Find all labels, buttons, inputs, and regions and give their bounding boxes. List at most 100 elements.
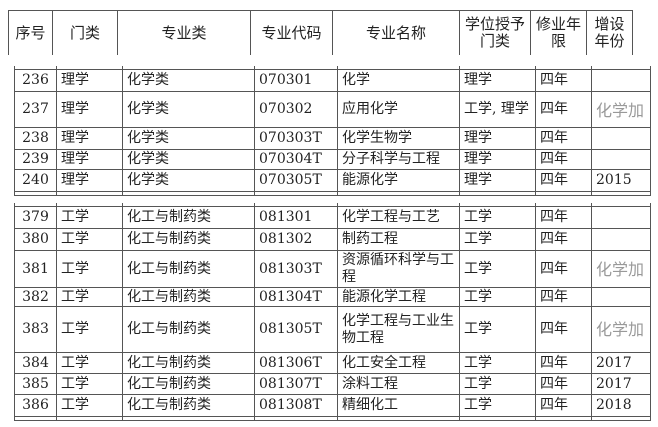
table-row: 383 工学 化工与制药类 081305T 化学工程与工业生物工程 工学 四年 [14,306,651,353]
cell-no: 381 [14,250,57,288]
cut-cell [254,191,338,196]
cell-name: 化学生物学 [337,127,460,150]
cell-no: 384 [14,352,57,374]
header-class: 专业类 [117,10,251,55]
cell-code: 081301 [254,206,338,229]
cell-added [591,127,651,150]
cell-name: 涂料工程 [337,373,460,395]
table-row: 237 理学 化学类 070302 应用化学 工学, 理学 四年 [14,91,651,128]
cut-cell [122,191,255,196]
cell-code: 081302 [254,228,338,251]
cell-category: 理学 [56,91,123,128]
cut-cell [337,191,460,196]
cell-category: 工学 [56,287,123,307]
table-row: 384 工学 化工与制药类 081306T 化工安全工程 工学 四年 2017 [14,352,651,374]
cell-code: 081305T [254,306,338,353]
cell-category: 理学 [56,127,123,150]
cell-added [591,306,651,353]
cell-code: 081304T [254,287,338,307]
cell-code: 070303T [254,127,338,150]
table-row: 379 工学 化工与制药类 081301 化学工程与工艺 工学 四年 [14,206,651,229]
cell-name: 化工安全工程 [337,352,460,374]
table-section-chemistry: 236 理学 化学类 070301 化学 理学 四年 237 理学 化学类 070302 应用化学 工学… [14,66,651,196]
cell-degree: 工学 [459,373,536,395]
cell-years: 四年 [535,91,592,128]
cell-name: 制药工程 [337,228,460,251]
cell-years: 四年 [535,287,592,307]
table-row: 239 理学 化学类 070304T 分子科学与工程 理学 四年 [14,149,651,170]
header-name: 专业名称 [332,10,460,55]
cell-name: 精细化工 [337,394,460,417]
header-added: 增设年份 [586,10,633,55]
cell-no: 237 [14,91,57,128]
cell-class: 化学类 [122,69,255,92]
cell-name: 分子科学与工程 [337,149,460,170]
cell-code: 070302 [254,91,338,128]
cell-degree: 理学 [459,169,536,192]
cell-class: 化工与制药类 [122,394,255,417]
cell-category: 工学 [56,206,123,229]
table-row: 385 工学 化工与制药类 081307T 涂料工程 工学 四年 2017 [14,373,651,395]
cell-degree: 理学 [459,127,536,150]
cell-class: 化学类 [122,91,255,128]
cell-added [591,206,651,229]
cell-years: 四年 [535,228,592,251]
cell-category: 工学 [56,306,123,353]
cell-class: 化学类 [122,149,255,170]
cell-name: 能源化学 [337,169,460,192]
cell-no: 386 [14,394,57,417]
cut-cell [459,416,536,421]
cell-no: 385 [14,373,57,395]
cell-no: 238 [14,127,57,150]
cell-no: 239 [14,149,57,170]
cut-cell [254,416,338,421]
cell-category: 工学 [56,250,123,288]
cell-degree: 理学 [459,69,536,92]
cell-class: 化工与制药类 [122,306,255,353]
cell-degree: 工学 [459,206,536,229]
cell-class: 化学类 [122,169,255,192]
cell-years: 四年 [535,352,592,374]
cell-years: 四年 [535,250,592,288]
cell-no: 379 [14,206,57,229]
cell-category: 理学 [56,169,123,192]
cell-code: 081308T [254,394,338,417]
cut-row [14,416,651,421]
cell-category: 工学 [56,394,123,417]
table-row: 382 工学 化工与制药类 081304T 能源化学工程 工学 四年 [14,287,651,307]
cell-years: 四年 [535,394,592,417]
table-section-chemical-engineering: 379 工学 化工与制药类 081301 化学工程与工艺 工学 四年 380 工学 化工与制药类 0… [14,203,651,421]
cell-name: 化学工程与工业生物工程 [337,306,460,353]
cell-name: 能源化学工程 [337,287,460,307]
cell-name: 应用化学 [337,91,460,128]
watermark-logo: 化学加 [596,260,645,279]
cell-degree: 工学 [459,394,536,417]
cell-degree: 工学 [459,287,536,307]
cell-class: 化工与制药类 [122,287,255,307]
cell-class: 化工与制药类 [122,206,255,229]
cut-cell [56,416,123,421]
cell-years: 四年 [535,169,592,192]
cell-added [591,149,651,170]
cell-class: 化学类 [122,127,255,150]
header-row: 序号 门类 专业类 专业代码 专业名称 学位授予门类 修业年限 增设年份 [8,10,633,55]
header-degree: 学位授予门类 [459,10,531,55]
cell-class: 化工与制药类 [122,250,255,288]
cell-added: 2015 [591,169,651,192]
cell-added: 2017 [591,373,651,395]
watermark-logo: 化学加 [596,320,645,339]
cell-added [591,228,651,251]
cell-code: 081303T [254,250,338,288]
cell-years: 四年 [535,149,592,170]
cell-years: 四年 [535,69,592,92]
cut-cell [337,416,460,421]
cell-years: 四年 [535,373,592,395]
header-category: 门类 [52,10,118,55]
cell-degree: 工学, 理学 [459,91,536,128]
cell-code: 081307T [254,373,338,395]
cell-name: 化学 [337,69,460,92]
cell-added: 2017 [591,352,651,374]
cell-degree: 工学 [459,250,536,288]
cell-no: 240 [14,169,57,192]
header-years: 修业年限 [530,10,587,55]
